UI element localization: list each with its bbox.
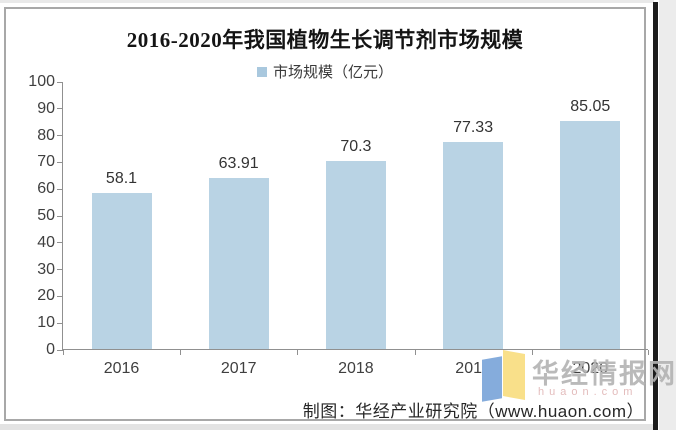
y-tick-label: 0 [46, 341, 55, 358]
bar-value-label: 77.33 [453, 118, 494, 136]
y-tick-label: 100 [28, 73, 55, 90]
y-tick-label: 40 [37, 233, 55, 251]
y-tick-mark [57, 81, 63, 83]
x-tick-mark [531, 350, 533, 355]
x-tick-label-2020: 2020 [572, 360, 609, 377]
y-tick-mark [57, 135, 63, 137]
x-tick-label-2017: 2017 [220, 360, 257, 377]
x-tick-label-2016: 2016 [103, 360, 140, 377]
bar-value-label: 58.1 [105, 170, 138, 188]
y-tick-label: 70 [37, 153, 55, 171]
bar-2017 [208, 177, 269, 349]
right-margin-strip [659, 0, 676, 430]
x-tick-mark [414, 350, 416, 355]
x-tick-mark [297, 350, 299, 355]
y-tick-mark [57, 295, 63, 297]
bar-value-label: 70.3 [340, 137, 372, 155]
y-tick-mark [57, 108, 63, 110]
y-tick-label: 10 [37, 314, 55, 332]
top-margin-strip [0, 0, 654, 3]
x-tick-label-2019: 2019 [455, 360, 491, 377]
y-tick-label: 60 [37, 180, 55, 198]
bar-2018 [326, 160, 386, 349]
y-tick-label: 50 [37, 207, 55, 224]
y-tick-mark [57, 269, 63, 271]
y-tick-mark [57, 161, 63, 163]
y-tick-label: 20 [37, 287, 55, 305]
bar-2020 [560, 121, 621, 349]
x-tick-label-2018: 2018 [338, 360, 374, 377]
bar-2019 [443, 141, 504, 349]
bar-2016 [91, 193, 152, 349]
chart-legend: 市场规模（亿元） [10, 61, 640, 82]
y-tick-mark [57, 215, 63, 217]
y-tick-label: 30 [37, 260, 55, 278]
bar-value-label: 85.05 [570, 98, 611, 116]
chart-title: 2016-2020年我国植物生长调节剂市场规模 [126, 28, 524, 52]
y-tick-label: 80 [37, 126, 55, 144]
bottom-margin-strip [0, 424, 654, 430]
x-tick-mark [648, 350, 649, 355]
y-tick-mark [57, 322, 63, 324]
y-tick-mark [57, 349, 63, 351]
y-tick-mark [57, 188, 63, 190]
legend-label: 市场规模（亿元） [272, 64, 393, 81]
bar-value-label: 63.91 [218, 154, 259, 172]
page-edge-line [653, 2, 658, 430]
x-tick-mark [180, 350, 182, 355]
x-tick-mark [63, 350, 64, 355]
legend-marker-icon [256, 66, 267, 77]
footer-credit: 制图：华经产业研究院（www.huaon.com） [302, 402, 644, 421]
y-tick-label: 90 [37, 99, 55, 117]
y-tick-mark [57, 242, 63, 244]
plot-area: 0 10 20 30 40 50 60 70 80 90 100 58.1 2016 63.91 2017 7… [28, 73, 649, 377]
